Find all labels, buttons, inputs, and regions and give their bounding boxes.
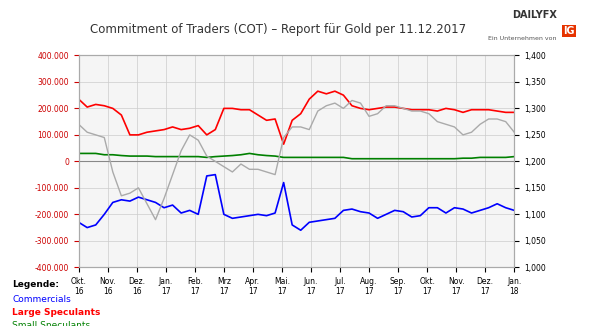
Text: Ein Unternehmen von: Ein Unternehmen von (488, 36, 557, 41)
Text: Commitment of Traders (COT) – Report für Gold per 11.12.2017: Commitment of Traders (COT) – Report für… (90, 23, 466, 36)
Text: DAILYFX: DAILYFX (512, 10, 557, 20)
Text: Large Speculants: Large Speculants (12, 308, 100, 317)
Text: IG: IG (563, 26, 575, 36)
Text: Legende:: Legende: (12, 280, 59, 289)
Text: Small Speculants: Small Speculants (12, 321, 90, 326)
Text: Commercials: Commercials (12, 295, 71, 304)
